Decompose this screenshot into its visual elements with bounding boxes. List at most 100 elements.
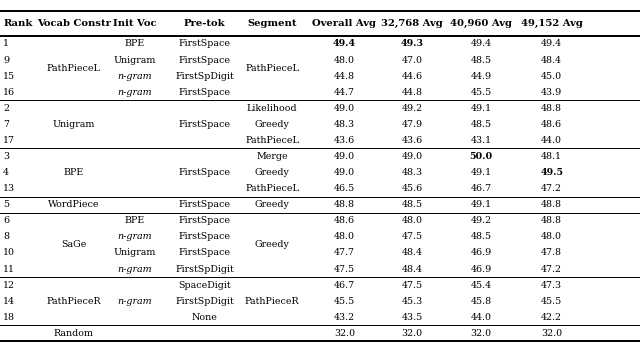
Text: 44.0: 44.0 <box>541 136 562 145</box>
Text: FirstSpace: FirstSpace <box>179 56 231 64</box>
Text: Random: Random <box>54 329 93 338</box>
Text: PathPieceL: PathPieceL <box>245 136 299 145</box>
Text: 48.3: 48.3 <box>401 168 423 177</box>
Text: 48.5: 48.5 <box>470 120 492 129</box>
Text: 44.9: 44.9 <box>470 71 492 81</box>
Text: Pre-tok: Pre-tok <box>184 19 226 28</box>
Text: 45.3: 45.3 <box>401 297 423 306</box>
Text: BPE: BPE <box>63 168 84 177</box>
Text: 49.0: 49.0 <box>401 152 423 161</box>
Text: Greedy: Greedy <box>255 200 289 209</box>
Text: 46.5: 46.5 <box>333 184 355 193</box>
Text: Unigram: Unigram <box>52 120 95 129</box>
Text: 49.0: 49.0 <box>333 152 355 161</box>
Text: 48.6: 48.6 <box>541 120 563 129</box>
Text: 45.6: 45.6 <box>401 184 423 193</box>
Text: n-gram: n-gram <box>117 297 152 306</box>
Text: 12: 12 <box>3 281 15 290</box>
Text: 48.5: 48.5 <box>401 200 423 209</box>
Text: 49,152 Avg: 49,152 Avg <box>521 19 582 28</box>
Text: 47.3: 47.3 <box>541 281 563 290</box>
Text: n-gram: n-gram <box>117 88 152 97</box>
Text: Greedy: Greedy <box>255 240 289 250</box>
Text: 50.0: 50.0 <box>470 152 493 161</box>
Text: 47.7: 47.7 <box>334 249 355 258</box>
Text: 32.0: 32.0 <box>541 329 563 338</box>
Text: FirstSpace: FirstSpace <box>179 200 231 209</box>
Text: 47.8: 47.8 <box>541 249 562 258</box>
Text: 43.5: 43.5 <box>401 313 423 322</box>
Text: 48.8: 48.8 <box>541 104 562 113</box>
Text: 48.0: 48.0 <box>541 232 562 241</box>
Text: FirstSpace: FirstSpace <box>179 216 231 225</box>
Text: Unigram: Unigram <box>113 249 156 258</box>
Text: 13: 13 <box>3 184 15 193</box>
Text: 48.0: 48.0 <box>334 232 355 241</box>
Text: PathPieceL: PathPieceL <box>245 184 299 193</box>
Text: 49.2: 49.2 <box>401 104 423 113</box>
Text: 48.8: 48.8 <box>541 200 562 209</box>
Text: n-gram: n-gram <box>117 232 152 241</box>
Text: Unigram: Unigram <box>113 56 156 64</box>
Text: 10: 10 <box>3 249 15 258</box>
Text: 48.4: 48.4 <box>402 249 422 258</box>
Text: 48.4: 48.4 <box>402 265 422 274</box>
Text: FirstSpDigit: FirstSpDigit <box>175 71 234 81</box>
Text: BPE: BPE <box>124 39 145 49</box>
Text: PathPieceR: PathPieceR <box>244 297 300 306</box>
Text: PathPieceL: PathPieceL <box>47 64 100 73</box>
Text: 46.9: 46.9 <box>470 265 492 274</box>
Text: 48.1: 48.1 <box>541 152 562 161</box>
Text: 14: 14 <box>3 297 15 306</box>
Text: 15: 15 <box>3 71 15 81</box>
Text: Likelihood: Likelihood <box>246 104 298 113</box>
Text: 43.9: 43.9 <box>541 88 563 97</box>
Text: FirstSpDigit: FirstSpDigit <box>175 297 234 306</box>
Text: Vocab Constr: Vocab Constr <box>36 19 111 28</box>
Text: None: None <box>192 313 218 322</box>
Text: 9: 9 <box>3 56 10 64</box>
Text: 32.0: 32.0 <box>333 329 355 338</box>
Text: 47.2: 47.2 <box>541 184 562 193</box>
Text: 45.0: 45.0 <box>541 71 563 81</box>
Text: 49.0: 49.0 <box>333 104 355 113</box>
Text: 46.7: 46.7 <box>333 281 355 290</box>
Text: FirstSpDigit: FirstSpDigit <box>175 265 234 274</box>
Text: 3: 3 <box>3 152 10 161</box>
Text: FirstSpace: FirstSpace <box>179 249 231 258</box>
Text: 48.0: 48.0 <box>334 56 355 64</box>
Text: Rank: Rank <box>3 19 33 28</box>
Text: 46.7: 46.7 <box>470 184 492 193</box>
Text: BPE: BPE <box>124 216 145 225</box>
Text: 44.8: 44.8 <box>334 71 355 81</box>
Text: 11: 11 <box>3 265 15 274</box>
Text: 49.5: 49.5 <box>540 168 563 177</box>
Text: 47.0: 47.0 <box>402 56 422 64</box>
Text: 17: 17 <box>3 136 15 145</box>
Text: WordPiece: WordPiece <box>48 200 99 209</box>
Text: 43.6: 43.6 <box>333 136 355 145</box>
Text: PathPieceR: PathPieceR <box>46 297 101 306</box>
Text: 6: 6 <box>3 216 10 225</box>
Text: SaGe: SaGe <box>61 240 86 250</box>
Text: 45.5: 45.5 <box>470 88 492 97</box>
Text: 32.0: 32.0 <box>470 329 492 338</box>
Text: 5: 5 <box>3 200 10 209</box>
Text: FirstSpace: FirstSpace <box>179 88 231 97</box>
Text: 44.0: 44.0 <box>471 313 492 322</box>
Text: 45.4: 45.4 <box>470 281 492 290</box>
Text: 47.5: 47.5 <box>401 281 423 290</box>
Text: 47.5: 47.5 <box>333 265 355 274</box>
Text: 49.1: 49.1 <box>470 104 492 113</box>
Text: 43.2: 43.2 <box>333 313 355 322</box>
Text: 48.5: 48.5 <box>470 56 492 64</box>
Text: 43.1: 43.1 <box>470 136 492 145</box>
Text: 45.5: 45.5 <box>541 297 563 306</box>
Text: FirstSpace: FirstSpace <box>179 120 231 129</box>
Text: 49.4: 49.4 <box>333 39 356 49</box>
Text: 2: 2 <box>3 104 9 113</box>
Text: 32,768 Avg: 32,768 Avg <box>381 19 443 28</box>
Text: Greedy: Greedy <box>255 120 289 129</box>
Text: 49.2: 49.2 <box>470 216 492 225</box>
Text: 49.3: 49.3 <box>401 39 424 49</box>
